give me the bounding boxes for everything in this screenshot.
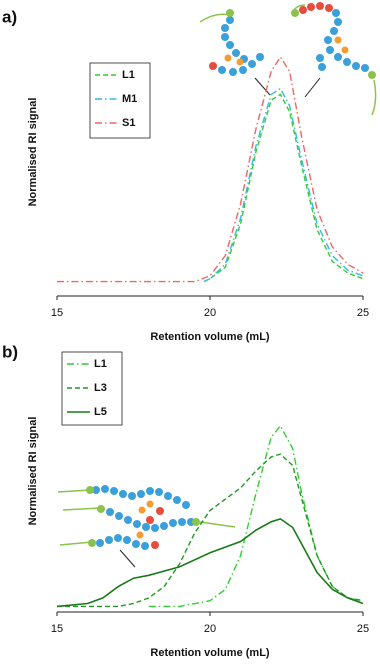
legend-label: L1 <box>122 69 135 81</box>
molecule-illustration <box>199 2 377 116</box>
data-line <box>57 55 364 283</box>
legend-label: L5 <box>94 406 107 418</box>
legend-box <box>89 62 151 139</box>
x-axis-label: Retention volume (mL) <box>150 647 270 659</box>
legend-label: M1 <box>122 93 137 105</box>
y-axis-label: Normalised RI signal <box>27 98 39 207</box>
legend-label: L3 <box>94 382 107 394</box>
x-axis-label: Retention volume (mL) <box>150 331 270 343</box>
y-axis-label: Normalised RI signal <box>27 417 39 526</box>
panel-label: b) <box>2 342 18 361</box>
molecule-illustration <box>57 485 236 568</box>
x-tick-label: 25 <box>357 307 369 319</box>
panel-label: a) <box>2 7 17 26</box>
data-line <box>148 424 364 608</box>
x-tick-label: 15 <box>51 623 63 635</box>
x-tick-label: 20 <box>204 623 216 635</box>
data-line <box>56 518 364 608</box>
data-line <box>203 93 364 283</box>
legend-label: S1 <box>122 117 135 129</box>
x-tick-label: 15 <box>51 307 63 319</box>
data-line <box>57 453 364 608</box>
x-tick-label: 25 <box>357 623 369 635</box>
legend-label: L1 <box>94 358 107 370</box>
data-line <box>203 87 364 283</box>
x-tick-label: 20 <box>204 307 216 319</box>
